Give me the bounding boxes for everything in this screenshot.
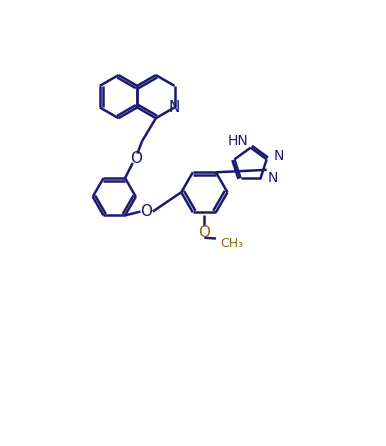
Text: CH₃: CH₃: [220, 237, 243, 250]
Text: N: N: [169, 100, 180, 115]
Text: N: N: [274, 149, 284, 162]
Text: O: O: [198, 225, 210, 240]
Text: O: O: [141, 204, 152, 219]
Text: N: N: [267, 171, 278, 185]
Text: HN: HN: [227, 134, 248, 148]
Text: O: O: [130, 151, 142, 166]
